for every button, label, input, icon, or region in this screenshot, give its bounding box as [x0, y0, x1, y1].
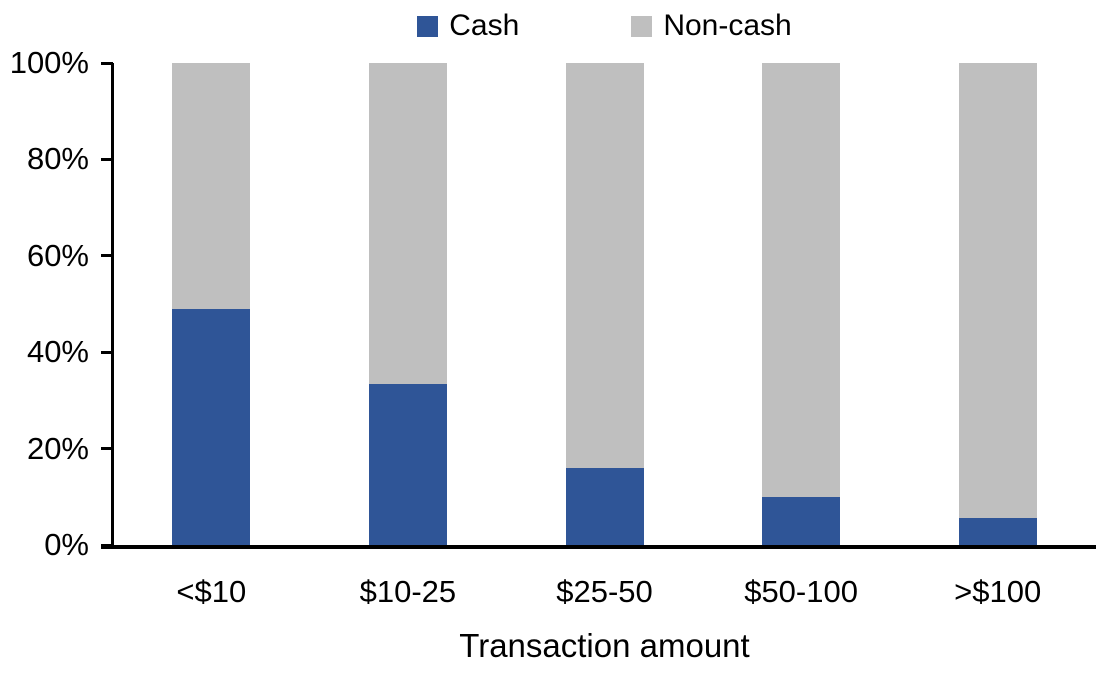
y-tick-mark	[101, 61, 113, 65]
x-category-label: $50-100	[744, 574, 858, 609]
bar-segment-non-cash	[172, 63, 251, 309]
bar-segment-cash	[565, 467, 644, 545]
x-category-label: $25-50	[556, 574, 653, 609]
legend-swatch-icon	[417, 15, 439, 37]
x-category-label: $10-25	[359, 574, 457, 609]
x-axis-title: Transaction amount	[459, 627, 750, 664]
bar-segment-non-cash	[565, 63, 644, 468]
chart-legend: Cash Non-cash	[113, 8, 1096, 44]
y-tick-label: 60%	[26, 237, 89, 273]
y-tick-label: 80%	[26, 141, 89, 177]
y-tick-label: 40%	[26, 334, 89, 370]
legend-item-cash: Cash	[417, 8, 519, 44]
y-tick-label: 0%	[44, 527, 89, 562]
y-tick-mark	[101, 350, 113, 354]
bar-segment-cash	[762, 496, 841, 545]
legend-label: Cash	[449, 9, 520, 42]
bar-segment-cash	[958, 518, 1037, 545]
bar-segment-non-cash	[368, 63, 447, 384]
legend-label: Non-cash	[663, 9, 792, 42]
x-axis-line	[101, 545, 1096, 549]
y-tick-mark	[101, 447, 113, 451]
x-category-label: <$10	[176, 574, 247, 609]
x-category-label: >$100	[954, 574, 1042, 609]
y-tick-mark	[101, 254, 113, 258]
y-tick-label: 100%	[9, 45, 89, 80]
bar-segment-cash	[172, 308, 251, 545]
bar-segment-non-cash	[958, 63, 1037, 519]
bar-segment-cash	[368, 383, 447, 545]
legend-swatch-icon	[631, 15, 653, 37]
y-axis-line	[111, 63, 114, 547]
legend-item-non-cash: Non-cash	[631, 8, 792, 44]
bar-segment-non-cash	[762, 63, 841, 497]
y-tick-mark	[101, 157, 113, 161]
y-tick-label: 20%	[26, 430, 89, 466]
